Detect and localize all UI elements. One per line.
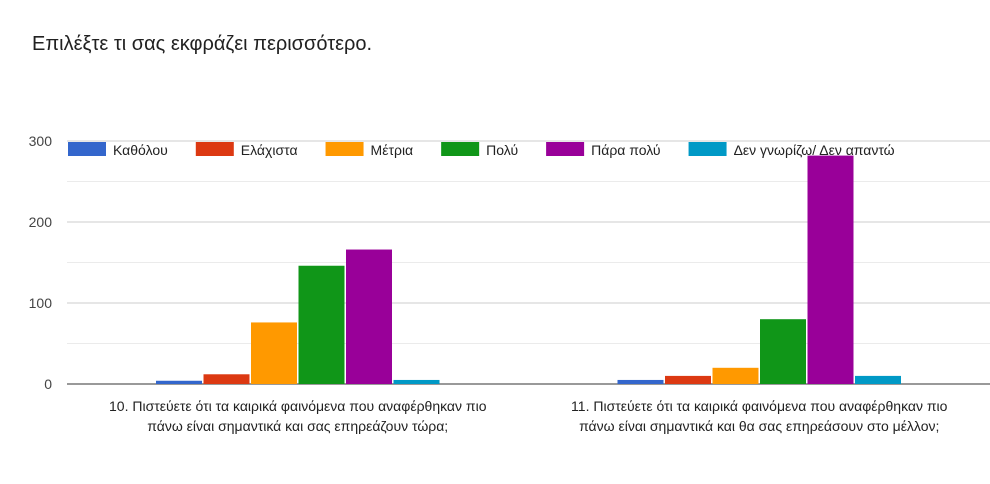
bars [156, 155, 901, 384]
page-title: Επιλέξτε τι σας εκφράζει περισσότερο. [32, 33, 373, 55]
x-axis: 10. Πιστεύετε ότι τα καιρικά φαινόμενα π… [109, 398, 948, 434]
legend-swatch [688, 142, 727, 156]
bar[interactable] [760, 319, 806, 384]
bar[interactable] [156, 380, 202, 384]
x-category-label: πάνω είναι σημαντικά και θα σας επηρεάσο… [579, 418, 939, 434]
y-tick-label: 0 [44, 376, 52, 392]
y-tick-label: 300 [29, 133, 53, 149]
bar[interactable] [665, 375, 711, 384]
bar[interactable] [346, 249, 392, 384]
x-category-label: 11. Πιστεύετε ότι τα καιρικά φαινόμενα π… [571, 398, 948, 414]
bar[interactable] [712, 367, 759, 384]
y-tick-label: 200 [29, 214, 53, 230]
legend-label: Δεν γνωρίζω/ Δεν απαντώ [734, 142, 895, 158]
y-tick-label: 100 [29, 295, 53, 311]
legend-swatch [68, 142, 106, 156]
bar[interactable] [393, 379, 440, 384]
legend-swatch [441, 142, 480, 156]
bar[interactable] [617, 379, 664, 384]
legend: Καθόλου Ελάχιστα Μέτρια Πολύ Πάρα πολύ Δεν γν… [68, 142, 895, 158]
bar[interactable] [251, 322, 297, 384]
legend-label: Καθόλου [113, 142, 168, 158]
y-axis: 0 100 200 300 [29, 133, 53, 392]
bar[interactable] [298, 265, 345, 384]
legend-label: Πολύ [486, 142, 518, 158]
legend-label: Ελάχιστα [241, 142, 298, 158]
x-category-label: πάνω είναι σημαντικά και σας επηρεάζουν … [147, 418, 448, 434]
legend-swatch [195, 142, 234, 156]
legend-swatch [325, 142, 364, 156]
x-category-label: 10. Πιστεύετε ότι τα καιρικά φαινόμενα π… [109, 398, 487, 414]
bar[interactable] [203, 374, 250, 384]
bar[interactable] [855, 375, 901, 384]
legend-label: Πάρα πολύ [591, 142, 660, 158]
bar[interactable] [807, 155, 854, 384]
legend-label: Μέτρια [371, 142, 414, 158]
legend-swatch [546, 142, 585, 156]
